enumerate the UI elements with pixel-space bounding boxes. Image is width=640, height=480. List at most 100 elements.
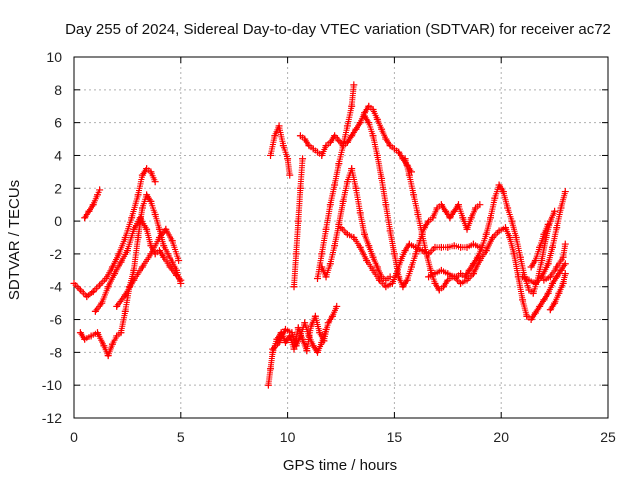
- data-point: [444, 243, 452, 251]
- data-point: [444, 270, 452, 278]
- data-point: [87, 332, 95, 340]
- data-point: [465, 266, 473, 274]
- data-point: [386, 142, 394, 150]
- data-point: [427, 266, 435, 274]
- data-point: [113, 302, 121, 310]
- series-trace-4: [91, 214, 185, 315]
- data-point: [314, 275, 322, 283]
- data-point: [555, 289, 563, 297]
- data-point: [450, 273, 458, 281]
- data-point: [301, 135, 309, 143]
- data-point: [322, 273, 330, 281]
- data-point: [303, 347, 311, 355]
- y-tick-label: 8: [54, 82, 62, 98]
- data-point: [175, 256, 183, 264]
- data-point: [328, 312, 336, 320]
- data-point: [395, 148, 403, 156]
- data-point: [467, 214, 475, 222]
- data-point: [504, 204, 512, 212]
- data-point: [115, 250, 123, 258]
- data-point: [546, 306, 554, 314]
- data-point: [540, 230, 548, 238]
- data-point: [431, 270, 439, 278]
- data-point: [81, 335, 89, 343]
- data-point: [350, 234, 358, 241]
- data-point: [512, 234, 520, 241]
- data-point: [489, 234, 497, 241]
- data-point: [482, 230, 490, 238]
- data-point: [401, 155, 409, 163]
- series-trace-markers: [267, 122, 293, 177]
- y-tick-label: -8: [50, 344, 63, 360]
- data-point: [407, 263, 415, 271]
- data-point: [440, 283, 448, 291]
- data-point: [551, 299, 559, 307]
- data-point: [335, 137, 343, 145]
- data-point: [378, 174, 386, 182]
- data-point: [382, 283, 390, 291]
- data-point: [540, 276, 548, 284]
- data-point: [168, 237, 176, 245]
- data-point: [363, 256, 371, 264]
- data-point: [369, 106, 377, 114]
- data-point: [405, 240, 413, 248]
- chart-axes: [73, 56, 609, 419]
- data-point: [166, 263, 174, 271]
- data-point: [348, 165, 356, 173]
- data-point: [113, 332, 121, 340]
- series-trace-6: [267, 122, 294, 179]
- data-point: [128, 214, 136, 222]
- data-point: [390, 250, 398, 258]
- data-point: [337, 224, 345, 232]
- data-point: [123, 247, 131, 255]
- chart-grid: [74, 57, 608, 418]
- data-point: [267, 365, 275, 373]
- data-point: [138, 204, 146, 212]
- y-tick-label: -10: [42, 377, 62, 393]
- data-point: [519, 296, 527, 304]
- chart-title: Day 255 of 2024, Sidereal Day-to-day VTE…: [65, 21, 611, 38]
- data-point: [100, 342, 108, 350]
- data-point: [160, 253, 168, 261]
- data-point: [292, 250, 300, 258]
- data-point: [311, 312, 319, 320]
- series-trace-14: [360, 112, 484, 291]
- data-point: [531, 309, 539, 317]
- data-point: [102, 275, 110, 283]
- data-point: [162, 225, 170, 233]
- data-point: [339, 197, 347, 205]
- data-point: [557, 204, 565, 212]
- data-point: [83, 293, 91, 301]
- data-point: [269, 345, 277, 353]
- data-point: [296, 332, 304, 340]
- data-point: [318, 250, 326, 258]
- data-point: [352, 125, 360, 133]
- data-point: [111, 270, 119, 278]
- data-point: [457, 270, 465, 278]
- data-points: [70, 81, 569, 389]
- data-point: [403, 276, 411, 284]
- data-point: [309, 145, 317, 153]
- data-point: [348, 132, 356, 140]
- data-point: [70, 279, 78, 287]
- data-point: [450, 242, 458, 250]
- data-point: [561, 240, 569, 248]
- data-point: [527, 316, 535, 324]
- data-point: [373, 115, 381, 123]
- data-point: [519, 273, 527, 281]
- series-trace-markers: [314, 84, 357, 282]
- data-point: [414, 211, 422, 219]
- data-point: [177, 276, 185, 284]
- data-point: [130, 276, 138, 284]
- data-point: [138, 263, 146, 271]
- data-point: [525, 276, 533, 284]
- data-point: [437, 266, 445, 274]
- data-point: [510, 250, 518, 258]
- data-point: [309, 342, 317, 350]
- data-point: [314, 348, 322, 356]
- data-point: [281, 339, 289, 347]
- series-trace-11: [314, 81, 358, 283]
- data-point: [305, 142, 313, 150]
- data-point: [561, 260, 569, 268]
